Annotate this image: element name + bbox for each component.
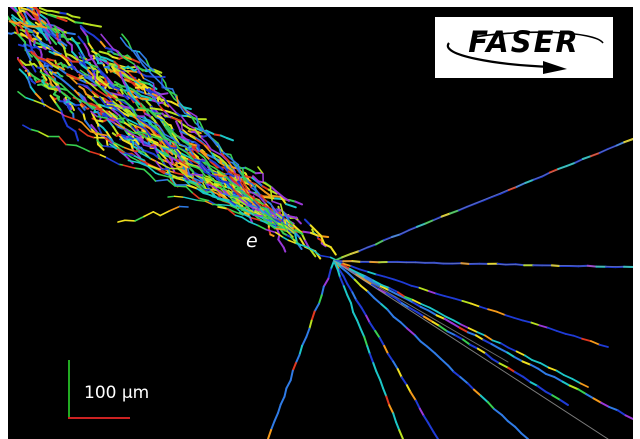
scale-bar-horizontal: [68, 417, 130, 419]
scale-bar-vertical: [68, 360, 70, 418]
faser-logo: FASER: [435, 17, 613, 78]
scale-bar-label: 100 µm: [84, 383, 150, 403]
event-display: e 100 µm FASER: [8, 7, 633, 439]
logo-wordmark: FASER: [468, 25, 580, 59]
swoosh-arrow-icon: [446, 31, 604, 74]
track-plot: [8, 7, 633, 439]
electron-label: e: [246, 230, 258, 252]
